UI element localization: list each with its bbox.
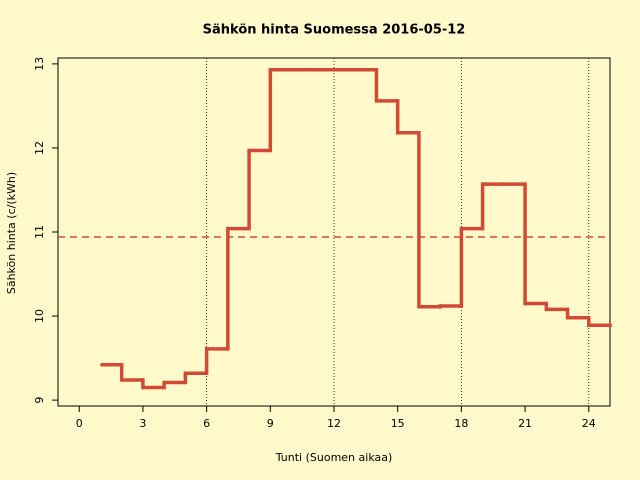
x-tick-label: 0 [76, 417, 83, 430]
x-tick-label: 6 [203, 417, 210, 430]
x-tick-label: 9 [267, 417, 274, 430]
x-tick-label: 18 [454, 417, 468, 430]
y-tick-label: 10 [33, 309, 46, 323]
y-tick-label: 11 [33, 225, 46, 239]
y-tick-label: 12 [33, 141, 46, 155]
y-tick-label: 9 [33, 397, 46, 404]
x-tick-label: 21 [518, 417, 532, 430]
x-axis-label: Tunti (Suomen aikaa) [275, 451, 393, 464]
y-tick-label: 13 [33, 57, 46, 71]
y-axis-label: Sähkön hinta (c/(kWh) [5, 172, 18, 294]
x-tick-label: 24 [582, 417, 596, 430]
x-tick-label: 15 [391, 417, 405, 430]
x-tick-label: 12 [327, 417, 341, 430]
chart-title: Sähkön hinta Suomessa 2016-05-12 [203, 23, 466, 38]
x-tick-label: 3 [139, 417, 146, 430]
